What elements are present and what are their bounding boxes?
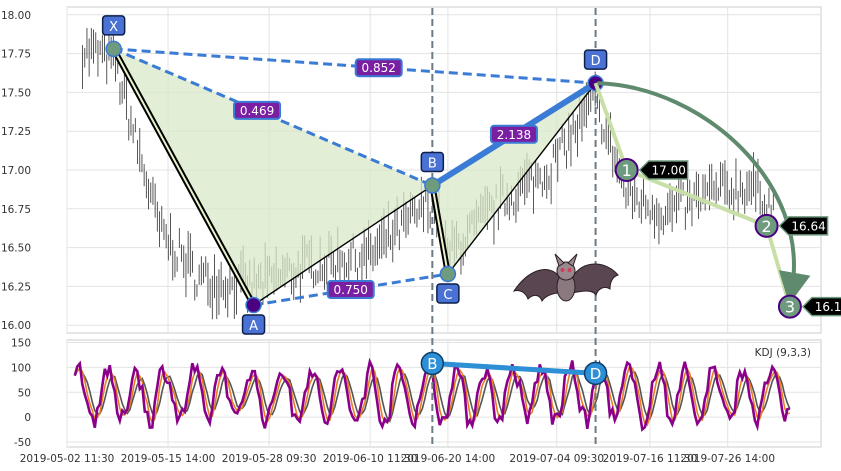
x-tick-label-6: 2019-07-16 11:30 — [603, 453, 698, 465]
target-path — [593, 82, 792, 308]
x-tick-label-5: 2019-07-04 09:30 — [509, 453, 604, 465]
kdj-divergence-label-B: B — [427, 355, 437, 373]
kdj-divergence-label-D: D — [590, 365, 602, 383]
pattern-point-C — [439, 265, 457, 283]
bat-wing-left — [512, 269, 561, 303]
kdj-y-tick-label-1: 0 — [24, 412, 31, 424]
x-tick-label-4: 2019-06-20 14:00 — [401, 453, 496, 465]
ratio-label-1: 0.750 — [334, 283, 368, 297]
target-number-1: 1 — [622, 161, 632, 180]
pattern-point-A — [245, 296, 262, 314]
ab-leg — [253, 184, 433, 306]
target-value-3: 16.12 — [815, 300, 841, 314]
kdj-panel: 2019-05-02 11:30 2019-05-15 14:00 2019-05-… — [11, 337, 822, 465]
x-tick-label-7: 2019-07-26 14:00 — [680, 453, 775, 465]
target-tag-3 — [801, 296, 841, 317]
bat-wing-right — [571, 263, 619, 297]
bat-icon — [512, 253, 619, 303]
pattern-point-B — [424, 177, 441, 194]
price-y-tick-label-2: 16.50 — [1, 243, 31, 255]
target-number-3: 3 — [785, 298, 795, 317]
annotation-overlay: 0.469 0.750 2.138 0.852 X A B C D 1 17.00 2 16.64 3 16… — [101, 8, 841, 447]
kdj-y-tick-label-3: 100 — [11, 362, 31, 374]
pattern-label-box-D — [583, 49, 608, 70]
target-tag-2 — [778, 216, 829, 236]
kdj-divergence-point-D — [583, 361, 608, 386]
target-marker-3 — [777, 294, 802, 319]
cd-leg — [447, 82, 597, 275]
price-y-tick-label-1: 16.25 — [1, 281, 31, 293]
price-y-tick-label-7: 17.75 — [1, 49, 31, 61]
x-tick-label-0: 2019-05-02 11:30 — [20, 453, 115, 465]
bcd-triangle — [432, 83, 596, 275]
price-y-tick-label-4: 17.00 — [1, 165, 31, 177]
ratio-label-2: 2.138 — [497, 128, 531, 142]
price-y-tick-label-3: 16.75 — [1, 204, 31, 216]
ratio-badge-0 — [233, 100, 282, 120]
kdj-y-tick-label-0: -50 — [14, 437, 31, 449]
bat-eye-right — [567, 268, 572, 272]
bat-ears — [554, 253, 578, 267]
ratio-badge-2 — [489, 124, 538, 144]
price-y-tick-label-0: 16.00 — [1, 320, 31, 332]
target-marker-2 — [754, 213, 779, 238]
pattern-label-D: D — [591, 54, 601, 69]
kdj-y-tick-label-4: 150 — [11, 337, 31, 349]
xa-leg-inner — [112, 48, 255, 306]
price-y-tick-label-8: 18.00 — [1, 10, 31, 22]
ratio-badge-3 — [354, 58, 403, 78]
target-marker-1 — [614, 158, 639, 182]
pattern-label-A: A — [249, 319, 258, 334]
pattern-label-box-B — [420, 151, 445, 173]
ratio-label-3: 0.852 — [362, 61, 396, 75]
target-value-2: 16.64 — [791, 219, 825, 233]
kdj-divergence-point-B — [420, 351, 445, 376]
kdj-divergence-line — [432, 360, 596, 376]
x-tick-label-1: 2019-05-15 14:00 — [121, 453, 216, 465]
ratio-line-3 — [113, 47, 596, 85]
pattern-label-B: B — [428, 157, 437, 172]
bat-head — [556, 261, 576, 281]
pattern-label-C: C — [443, 288, 452, 303]
ratio-label-0: 0.469 — [240, 104, 274, 118]
xab-triangle — [113, 48, 433, 306]
target-value-1: 17.00 — [651, 164, 685, 178]
price-y-tick-label-6: 17.50 — [1, 87, 31, 99]
x-tick-label-3: 2019-06-10 11:30 — [323, 453, 418, 465]
target-tag-1 — [638, 160, 689, 180]
bat-eye-left — [560, 268, 565, 272]
pattern-label-box-C — [436, 283, 460, 304]
x-tick-label-2: 2019-05-28 09:30 — [222, 453, 317, 465]
price-y-tick-label-5: 17.25 — [1, 126, 31, 138]
projection-arc — [597, 81, 811, 305]
ratio-badge-1 — [326, 280, 375, 300]
pattern-label-box-A — [241, 314, 266, 335]
target-number-2: 2 — [761, 217, 771, 236]
kdj-legend: KDJ (9,3,3) — [755, 347, 811, 359]
bc-leg-inner — [431, 185, 449, 275]
kdj-y-tick-label-2: 50 — [18, 387, 31, 399]
pattern-label-X: X — [109, 20, 118, 35]
pattern-label-box-X — [101, 15, 126, 36]
pattern-point-X — [105, 40, 122, 58]
